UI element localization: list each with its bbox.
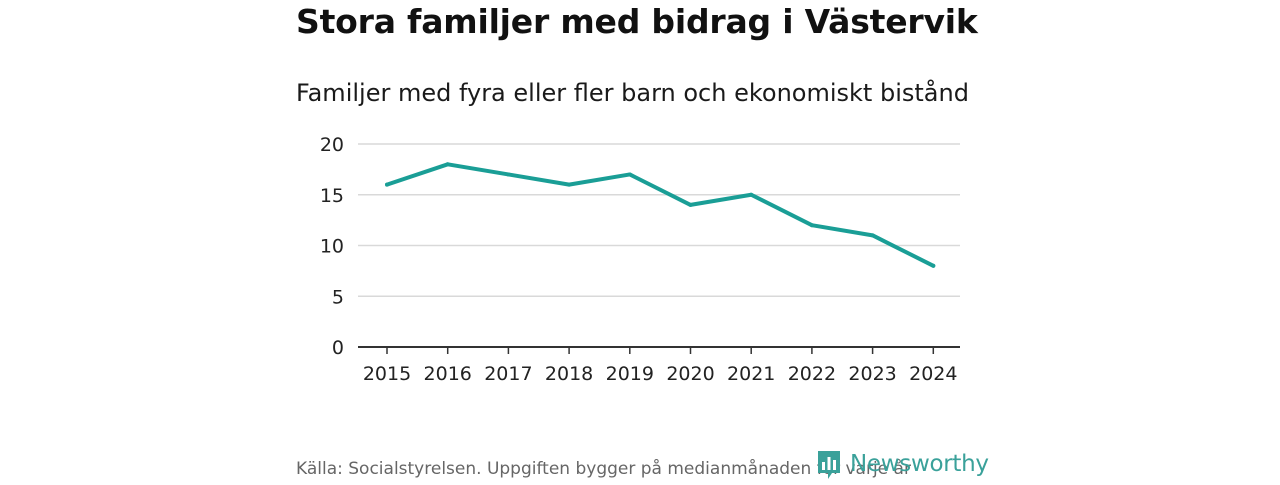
data-point (809, 223, 814, 228)
series (385, 162, 936, 268)
data-point (688, 202, 693, 207)
gridlines (358, 143, 960, 297)
y-tick-label: 5 (332, 286, 344, 308)
x-tick-label: 2020 (666, 363, 714, 385)
data-point (567, 182, 572, 187)
data-point (445, 162, 450, 167)
x-tick-label: 2023 (848, 363, 896, 385)
y-tick-label: 10 (320, 236, 344, 258)
x-tick-label: 2017 (484, 363, 532, 385)
data-point (931, 263, 936, 268)
x-tick-label: 2016 (424, 363, 472, 385)
series-line (385, 162, 936, 268)
data-point (627, 172, 632, 177)
y-tick-label: 20 (320, 134, 344, 156)
data-point (506, 172, 511, 177)
axes: 0 5 10 15 20 2015 2016 2017 2018 2019 2020 2021 2022… (320, 134, 960, 385)
y-tick-label: 0 (332, 337, 344, 359)
chart-subtitle: Familjer med fyra eller fler barn och ek… (296, 79, 969, 107)
chart-title: Stora familjer med bidrag i Västervik (296, 2, 978, 41)
x-tick-label: 2019 (606, 363, 654, 385)
y-tick-label: 15 (320, 185, 344, 207)
x-tick-label: 2015 (363, 363, 411, 385)
x-tick-label: 2018 (545, 363, 593, 385)
x-tick-label: 2021 (727, 363, 775, 385)
x-tick-label: 2024 (909, 363, 957, 385)
data-point (749, 192, 754, 197)
newsworthy-logo: Newsworthy (816, 447, 989, 481)
brand-name: Newsworthy (850, 451, 989, 477)
data-point (870, 233, 875, 238)
data-point (385, 182, 389, 187)
chart-logo-icon (816, 449, 842, 479)
x-tick-label: 2022 (788, 363, 836, 385)
source-note: Källa: Socialstyrelsen. Uppgiften bygger… (296, 459, 911, 479)
